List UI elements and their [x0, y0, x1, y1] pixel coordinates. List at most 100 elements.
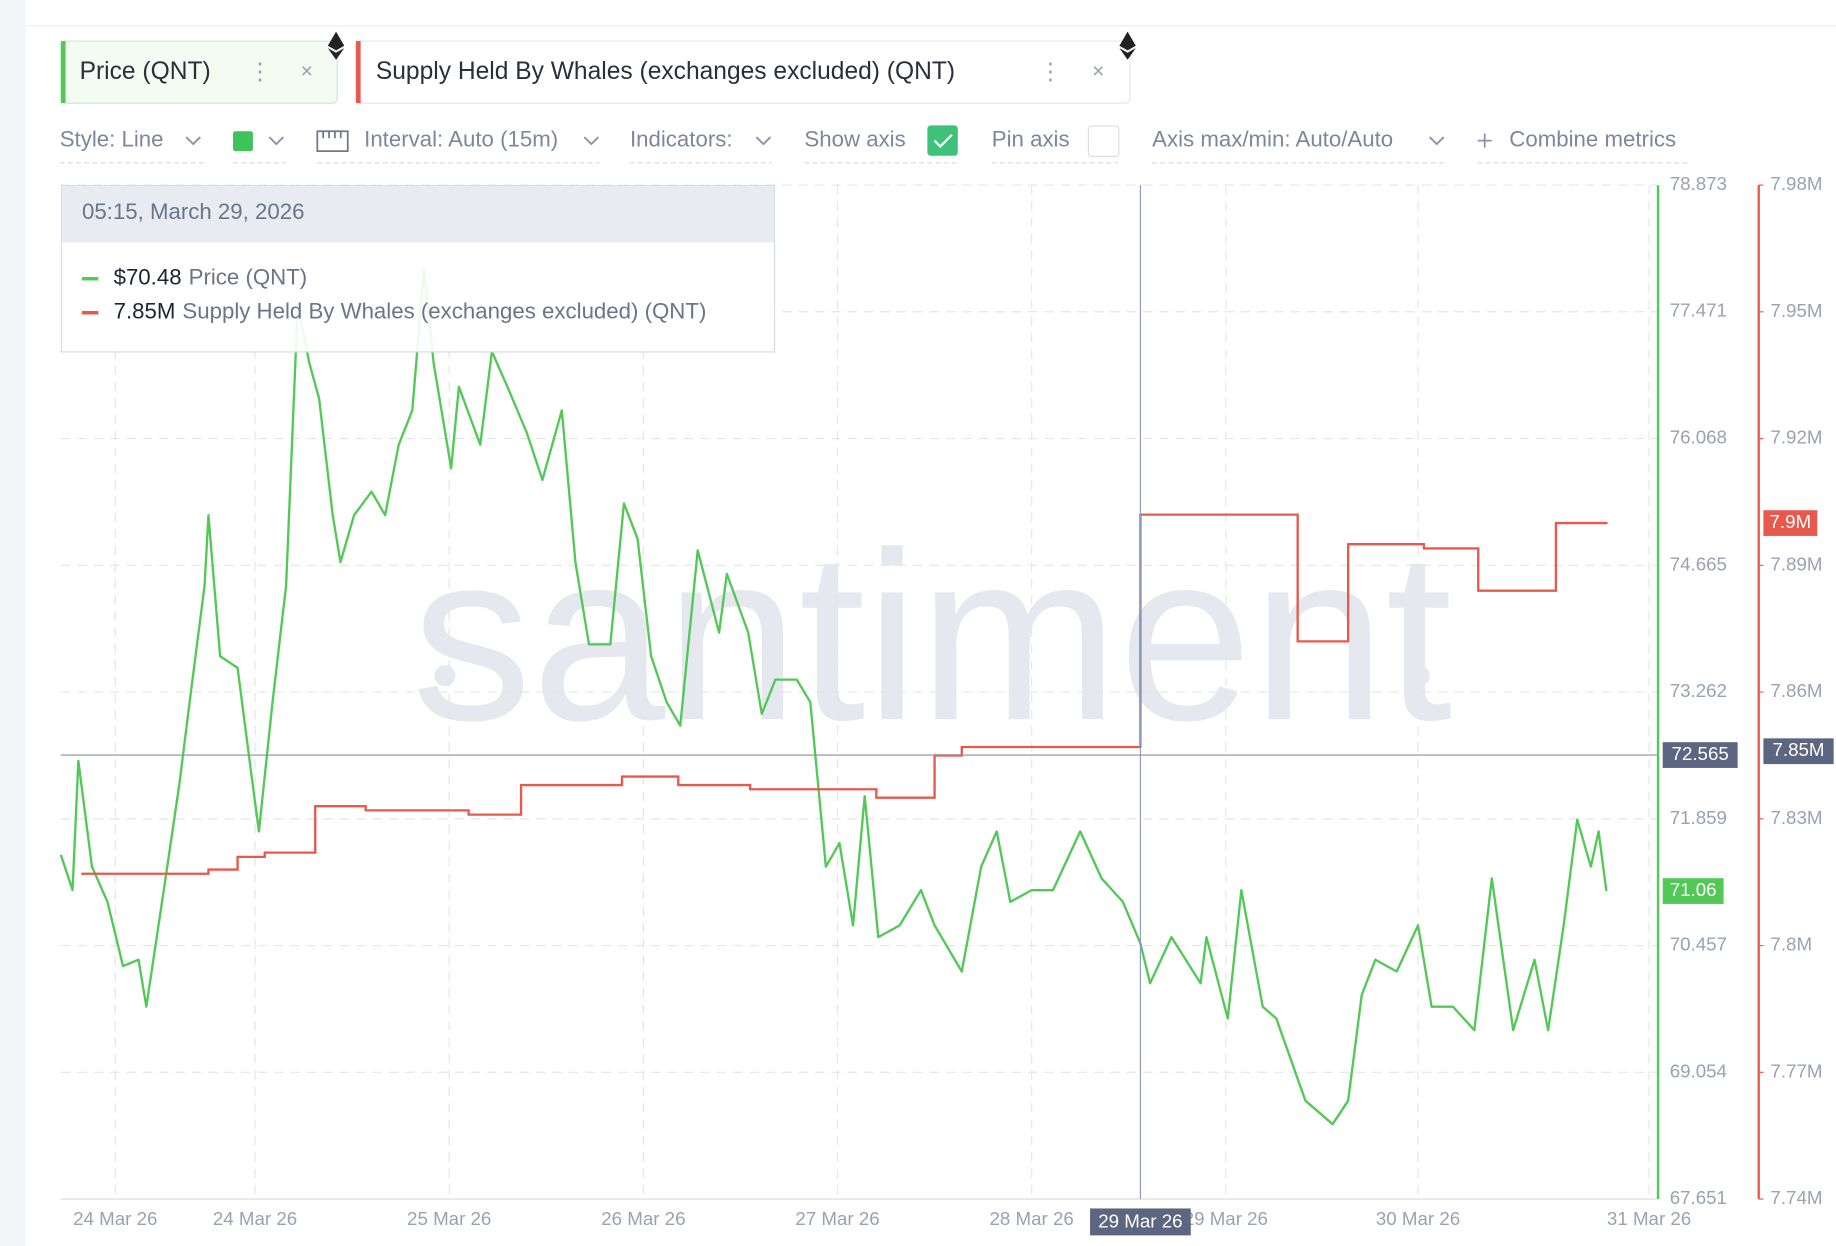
pin-axis-checkbox[interactable] [1087, 125, 1120, 157]
tooltip-series-name: Supply Held By Whales (exchanges exclude… [182, 299, 706, 324]
axis-range-select[interactable]: Axis max/min: Auto/Auto [1152, 126, 1393, 151]
step-segment [748, 788, 878, 799]
step-segment [1422, 547, 1480, 592]
step-segment [1296, 543, 1350, 643]
step-segment [677, 783, 752, 791]
y-tick-label: 71.859 [1670, 807, 1727, 828]
crosshair-x-badge [1090, 1208, 1191, 1236]
y2-tick-label: 7.83M [1770, 807, 1822, 828]
crosshair-y-badge [1662, 742, 1738, 768]
y2-tick-label: 7.98M [1770, 173, 1822, 194]
combine-metrics[interactable]: Combine metrics [1509, 126, 1676, 151]
check [933, 133, 953, 149]
chip-label: Price (QNT) [80, 58, 211, 85]
y-tick-label: 76.068 [1670, 426, 1727, 447]
y-tick-label: 73.262 [1670, 680, 1727, 701]
last-value-label: 71.06 [1670, 879, 1717, 900]
x-tick-label: 29 Mar 26 [1184, 1208, 1268, 1229]
watermark-dot [1408, 665, 1430, 687]
metric-chip[interactable]: Price (QNT) ⋮ × [60, 31, 345, 104]
chip-menu[interactable]: ⋮ [248, 58, 271, 84]
y2-tick-label: 7.8M [1770, 934, 1812, 955]
y-tick-label: 78.873 [1670, 173, 1727, 194]
eth-icon [327, 31, 345, 60]
x-tick-label: 24 Mar 26 [73, 1208, 157, 1229]
step-segment [207, 855, 239, 871]
tooltip-value: $70.48 [114, 265, 182, 290]
x-tick-label: 31 Mar 26 [1607, 1208, 1691, 1229]
y-tick-label: 69.054 [1670, 1060, 1727, 1081]
step-segment [263, 804, 317, 854]
show-axis-checkbox[interactable] [927, 125, 958, 156]
step-segment [1139, 513, 1299, 643]
metric-chip[interactable]: Supply Held By Whales (exchanges exclude… [355, 31, 1136, 104]
y-tick-label: 77.471 [1670, 300, 1727, 321]
y2-tick-label: 7.89M [1770, 553, 1822, 574]
chip-label: Supply Held By Whales (exchanges exclude… [376, 58, 955, 85]
chip-close[interactable]: × [1092, 60, 1104, 83]
chevron [755, 136, 772, 146]
y-tick-label: 70.457 [1670, 933, 1727, 954]
x-tick-label: 28 Mar 26 [990, 1208, 1074, 1229]
step-segment [620, 775, 680, 787]
crosshair-y2-badge [1763, 738, 1834, 765]
y2-tick-label: 7.74M [1770, 1187, 1822, 1208]
side-strip [0, 0, 26, 1246]
step-segment [314, 804, 367, 812]
chip-color [60, 41, 66, 104]
chip-close[interactable]: × [301, 60, 313, 83]
pin-axis-label[interactable]: Pin axis [992, 126, 1070, 151]
chevron [1429, 136, 1445, 146]
x-tick-label: 30 Mar 26 [1376, 1208, 1460, 1229]
chevron [583, 136, 600, 146]
chip-color [355, 41, 361, 104]
last-value-badge [1662, 878, 1724, 904]
chip-menu[interactable]: ⋮ [1039, 58, 1062, 84]
tooltip-header [62, 186, 774, 243]
crosshair-y-label: 72.565 [1672, 743, 1729, 764]
step-segment [467, 783, 523, 816]
interval-select[interactable]: Interval: Auto (15m) [364, 126, 558, 151]
step-segment [1346, 543, 1426, 550]
last-value-label: 7.9M [1770, 511, 1812, 532]
y2-tick-label: 7.92M [1770, 427, 1822, 448]
watermark: santiment [412, 502, 1453, 770]
x-tick-label: 26 Mar 26 [601, 1208, 685, 1229]
last-value-badge [1763, 510, 1818, 536]
indicators-select[interactable]: Indicators: [630, 126, 733, 151]
step-segment [236, 851, 266, 859]
crosshair-y2-label: 7.85M [1773, 739, 1825, 760]
y2-tick-label: 7.86M [1770, 680, 1822, 701]
x-tick-label: 27 Mar 26 [795, 1208, 879, 1229]
step-segment [81, 868, 210, 875]
y2-tick-label: 7.77M [1770, 1060, 1822, 1081]
y-tick-label: 74.665 [1670, 553, 1727, 574]
show-axis-label[interactable]: Show axis [804, 126, 905, 151]
chart: santiment 67.651 69.054 70.457 71.859 73.262 7… [59, 173, 1834, 1236]
tooltip-row: $70.48 Price (QNT) [114, 265, 308, 290]
toolbar: Style: Line Interval: Auto (15m) Indicat… [60, 125, 1688, 164]
plus-icon [1477, 133, 1492, 148]
x-tick-label: 25 Mar 26 [407, 1208, 491, 1229]
tooltip-series-name: Price (QNT) [189, 265, 308, 290]
step-segment [364, 809, 470, 816]
crosshair-x-label: 29 Mar 26 [1098, 1210, 1182, 1231]
step-segment [519, 775, 624, 787]
tooltip-time: 05:15, March 29, 2026 [82, 199, 305, 224]
series-line [59, 268, 1608, 1126]
style-select[interactable]: Style: Line [60, 126, 164, 151]
chevron [268, 136, 285, 146]
step-segment [1477, 521, 1558, 592]
x-tick-label: 24 Mar 26 [213, 1208, 297, 1229]
color-picker[interactable] [233, 131, 253, 152]
watermark-dot [434, 665, 456, 687]
chevron [185, 136, 201, 146]
y-tick-label: 67.651 [1670, 1187, 1727, 1208]
tooltip-value: 7.85M [114, 299, 176, 324]
y2-tick-label: 7.95M [1770, 300, 1822, 321]
ruler-icon [316, 130, 349, 152]
eth-icon [1119, 31, 1136, 60]
step-segment [875, 754, 936, 799]
tooltip-row: 7.85M Supply Held By Whales (exchanges ex… [114, 299, 707, 324]
